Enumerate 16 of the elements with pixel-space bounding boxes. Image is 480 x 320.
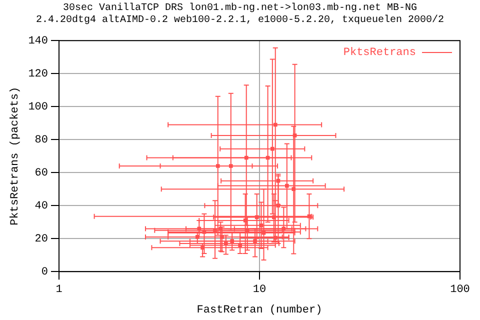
x-tick-label: 10 — [252, 284, 266, 296]
y-tick-label: 140 — [28, 36, 48, 48]
x-tick-label: 1 — [56, 284, 63, 296]
chart-title: 30sec VanillaTCP DRS lon01.mb-ng.net->lon03.mb-ng.net MB-NG — [62, 3, 418, 14]
x-axis-title: FastRetran (number) — [196, 304, 322, 316]
y-tick-label: 80 — [34, 134, 48, 147]
y-tick-label: 0 — [41, 266, 48, 279]
chart-subtitle: 2.4.20dtg4 altAIMD-0.2 web100-2.2.1, e1000-5.2.20, txqueuelen 2000/2 — [36, 15, 444, 26]
y-tick-label: 20 — [34, 234, 48, 246]
y-tick-label: 60 — [34, 168, 48, 180]
legend-label: PktsRetrans — [343, 46, 416, 59]
y-tick-label: 100 — [28, 102, 48, 114]
y-tick-label: 40 — [34, 200, 48, 213]
y-axis-title: PktsRetrans (packets) — [10, 86, 22, 226]
y-tick-label: 120 — [28, 68, 48, 81]
x-tick-label: 100 — [450, 284, 470, 296]
